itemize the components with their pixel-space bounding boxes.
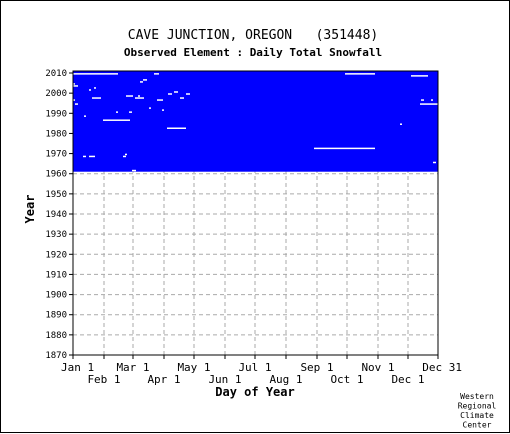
- y-tick-label: 1950: [45, 190, 67, 200]
- missing-data-segment: [89, 155, 95, 158]
- y-tick-label: 1920: [45, 250, 67, 260]
- y-tick-label: 1910: [45, 270, 67, 280]
- missing-data-segment: [123, 155, 126, 158]
- x-tick-label: Nov 1: [361, 361, 394, 374]
- credit-line: Center: [463, 421, 492, 430]
- missing-data-segment: [433, 161, 436, 164]
- y-tick-label: 1960: [45, 170, 67, 180]
- x-tick-label: Aug 1: [269, 373, 302, 386]
- missing-data-segment: [116, 111, 118, 113]
- missing-data-segment: [167, 127, 186, 129]
- y-axis-label: Year: [23, 195, 37, 224]
- observed-data-block: [73, 71, 438, 172]
- missing-data-segment: [411, 75, 428, 77]
- y-tick-label: 1900: [45, 291, 67, 301]
- x-tick-label: Mar 1: [116, 361, 149, 374]
- x-tick-label: Jan 1: [61, 361, 94, 374]
- missing-data-segment: [103, 119, 130, 121]
- y-tick-label: 1880: [45, 331, 67, 341]
- missing-data-segment: [400, 123, 402, 125]
- x-tick-label: Feb 1: [87, 373, 120, 386]
- missing-data-segment: [84, 115, 86, 117]
- credit-line: Western: [460, 392, 494, 401]
- missing-data-segment: [149, 107, 151, 109]
- missing-data-segment: [154, 73, 159, 75]
- credit-line: Regional: [458, 402, 497, 411]
- missing-data-segment: [129, 111, 132, 113]
- missing-data-segment: [421, 99, 424, 101]
- missing-data-segment: [73, 73, 118, 75]
- y-tick-label: 1870: [45, 351, 67, 361]
- missing-data-segment: [73, 83, 75, 85]
- y-tick-label: 1890: [45, 311, 67, 321]
- missing-data-segment: [73, 85, 78, 87]
- missing-data-segment: [174, 91, 178, 93]
- missing-data-segment: [89, 89, 91, 91]
- missing-data-segment: [83, 155, 86, 158]
- credit-line: Climate: [460, 411, 494, 420]
- missing-data-segment: [125, 153, 127, 156]
- y-tick-label: 1990: [45, 109, 67, 119]
- missing-data-segment: [420, 103, 439, 105]
- chart-title: CAVE JUNCTION, OREGON (351448): [128, 28, 378, 43]
- data-layer: [73, 71, 439, 172]
- missing-data-segment: [168, 93, 172, 95]
- missing-data-segment: [132, 169, 136, 172]
- x-tick-label: May 1: [177, 361, 210, 374]
- missing-data-segment: [92, 97, 101, 99]
- y-tick-label: 1980: [45, 129, 67, 139]
- missing-data-segment: [94, 87, 96, 89]
- x-tick-labels: Jan 1 Mar 1 May 1 Jul 1 Sep 1 Nov 1 Dec 31 Feb …: [61, 355, 462, 386]
- missing-data-segment: [75, 103, 78, 105]
- y-tick-label: 2000: [45, 89, 67, 99]
- missing-data-segment: [314, 147, 375, 150]
- x-tick-label: Jun 1: [208, 373, 241, 386]
- x-tick-label: Jul 1: [238, 361, 271, 374]
- missing-data-segment: [345, 73, 375, 75]
- missing-data-segment: [431, 99, 433, 101]
- missing-data-segment: [162, 109, 164, 111]
- x-tick-label: Dec 1: [391, 373, 424, 386]
- missing-data-segment: [138, 95, 140, 97]
- missing-data-segment: [126, 95, 133, 97]
- x-tick-label: Oct 1: [330, 373, 363, 386]
- x-tick-label: Sep 1: [300, 361, 333, 374]
- y-tick-label: 1940: [45, 210, 67, 220]
- y-tick-label: 1970: [45, 150, 67, 160]
- y-tick-labels: 1870 1880 1890 1900 1910 1920 1930 1940 1950 1960…: [45, 69, 73, 361]
- missing-data-segment: [135, 97, 144, 99]
- missing-data-segment: [140, 81, 143, 83]
- missing-data-segment: [73, 99, 75, 101]
- y-tick-label: 2010: [45, 69, 67, 79]
- chart-subtitle: Observed Element : Daily Total Snowfall: [124, 46, 382, 59]
- x-tick-label: Apr 1: [147, 373, 180, 386]
- x-axis-label: Day of Year: [215, 385, 294, 399]
- y-tick-label: 1930: [45, 230, 67, 240]
- missing-data-segment: [180, 97, 184, 99]
- missing-data-segment: [186, 93, 190, 95]
- missing-data-segment: [143, 79, 147, 81]
- missing-data-segment: [157, 99, 163, 101]
- x-tick-label: Dec 31: [422, 361, 462, 374]
